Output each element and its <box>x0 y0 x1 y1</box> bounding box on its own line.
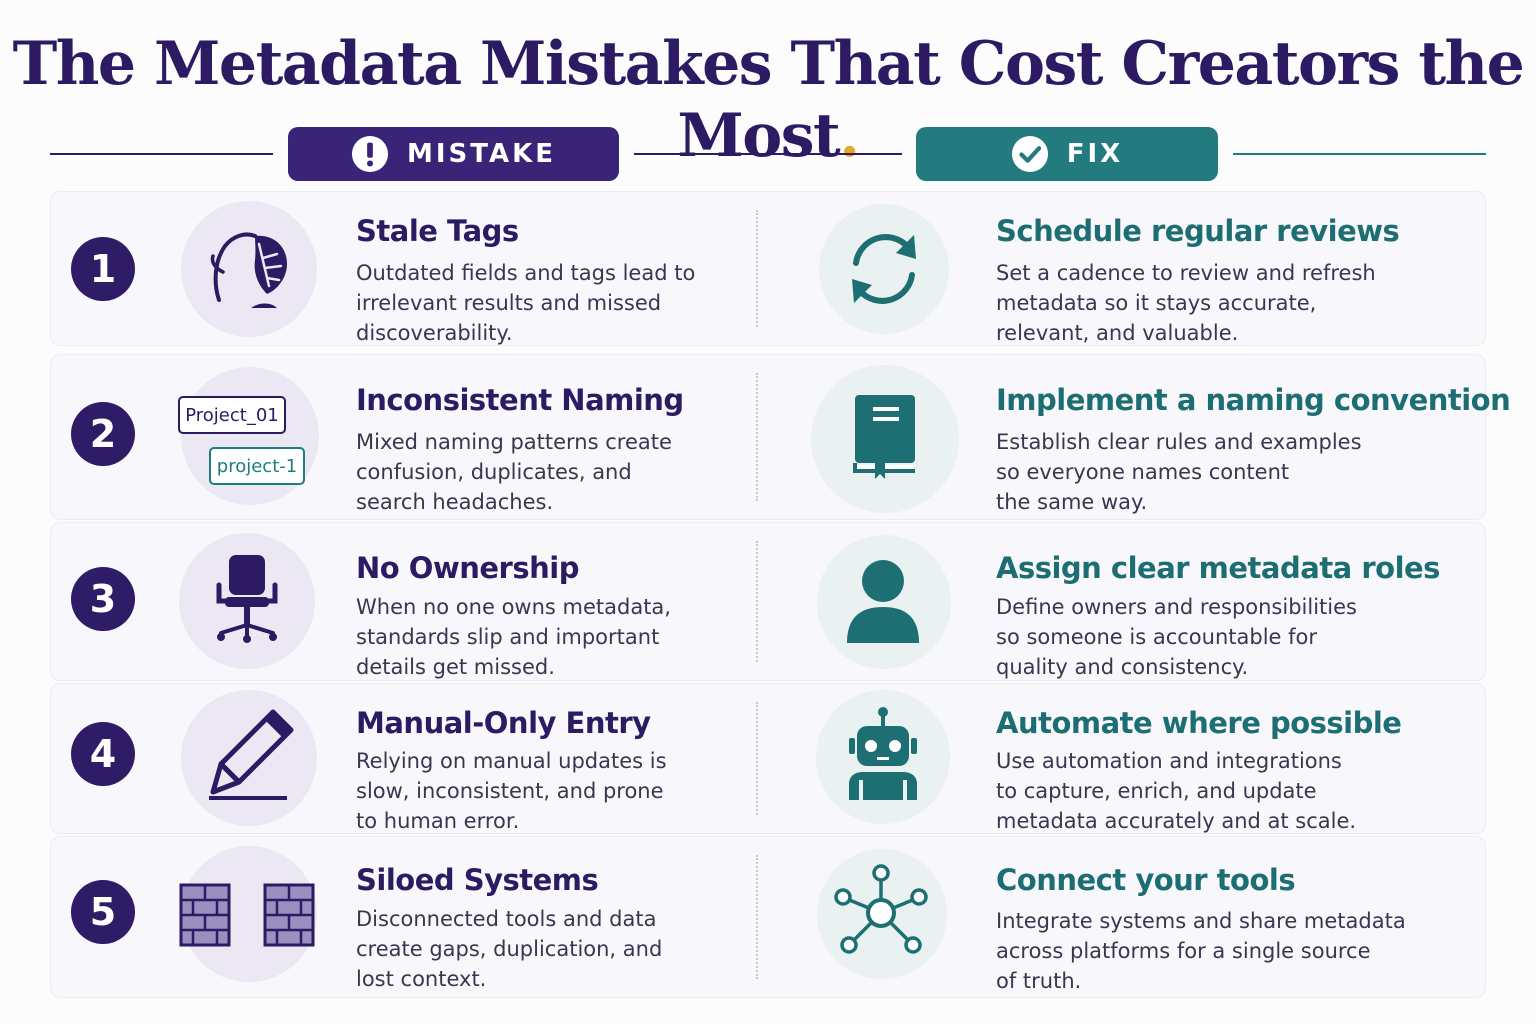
wilted-flower-icon <box>210 232 287 308</box>
list-item: 3 No Ownership When no one owns metadata… <box>50 522 1486 681</box>
mistake-description: Disconnected tools and data create gaps,… <box>356 907 663 991</box>
fix-title: Assign clear metadata roles <box>996 551 1440 585</box>
row-number: 2 <box>71 402 135 466</box>
robot-icon <box>849 707 917 800</box>
fix-title: Connect your tools <box>996 863 1296 897</box>
page-title: The Metadata Mistakes That Cost Creators… <box>12 29 1525 171</box>
row-divider <box>756 541 758 662</box>
list-item: 4 Manual-Only Entry Relying on manual up… <box>50 683 1486 834</box>
fix-description: Use automation and integrations to captu… <box>996 749 1357 833</box>
header-rule-left <box>50 153 273 155</box>
row-divider <box>756 210 758 327</box>
row-divider <box>756 855 758 979</box>
mistake-title: Siloed Systems <box>356 863 599 897</box>
fix-description: Establish clear rules and examples so ev… <box>996 430 1362 514</box>
exclamation-circle-icon <box>351 135 389 173</box>
mistake-description: When no one owns metadata, standards sli… <box>356 595 671 679</box>
fix-title: Schedule regular reviews <box>996 214 1400 248</box>
mistake-icon-circle <box>181 690 317 826</box>
mistake-description: Outdated fields and tags lead to irrelev… <box>356 261 696 345</box>
header-rule-right <box>1233 153 1486 155</box>
mistake-description: Relying on manual updates is slow, incon… <box>356 749 667 833</box>
row-number: 5 <box>71 880 135 944</box>
tag-project-hyphen: project-1 <box>209 447 305 485</box>
mistake-header-label: MISTAKE <box>406 139 557 169</box>
row-divider <box>756 702 758 815</box>
row-number: 4 <box>71 722 135 786</box>
mistake-column-header: MISTAKE <box>288 127 619 181</box>
list-item: 2 Project_01 project-1 Inconsistent Nami… <box>50 354 1511 520</box>
fix-description: Set a cadence to review and refresh meta… <box>996 261 1376 345</box>
fix-icon-circle <box>817 535 951 669</box>
refresh-cycle-icon <box>852 234 916 304</box>
fix-description: Integrate systems and share metadata acr… <box>996 909 1406 993</box>
fix-column-header: FIX <box>916 127 1218 181</box>
person-icon <box>847 560 919 643</box>
network-hub-icon <box>834 864 928 954</box>
title-accent-dot: . <box>839 101 860 171</box>
fix-title: Implement a naming convention <box>996 383 1511 417</box>
fix-title: Automate where possible <box>996 706 1402 740</box>
row-number: 1 <box>71 237 135 301</box>
header-rule-middle <box>634 153 902 155</box>
mistake-title: No Ownership <box>356 551 579 585</box>
pencil-icon <box>209 709 294 800</box>
mistake-title: Stale Tags <box>356 214 519 248</box>
list-item: 1 Stale Tags Outdated fields and tags le… <box>50 191 1486 346</box>
mistake-title: Inconsistent Naming <box>356 383 684 417</box>
mistake-icon-circle <box>181 201 317 337</box>
list-item: 5 Siloed Systems Disconnected tools and … <box>50 836 1486 998</box>
fix-description: Define owners and responsibilities so so… <box>996 595 1357 679</box>
fix-icon-circle <box>819 204 949 334</box>
row-number: 3 <box>71 567 135 631</box>
row-divider <box>756 373 758 501</box>
fix-header-label: FIX <box>1066 139 1124 169</box>
mistake-description: Mixed naming patterns create confusion, … <box>356 430 672 514</box>
tag-project-underscore: Project_01 <box>178 396 286 434</box>
brick-walls-icon <box>179 883 315 947</box>
check-circle-icon <box>1011 135 1048 173</box>
empty-chair-icon <box>216 555 278 643</box>
mistake-title: Manual-Only Entry <box>356 706 651 740</box>
rule-book-icon <box>853 395 915 479</box>
